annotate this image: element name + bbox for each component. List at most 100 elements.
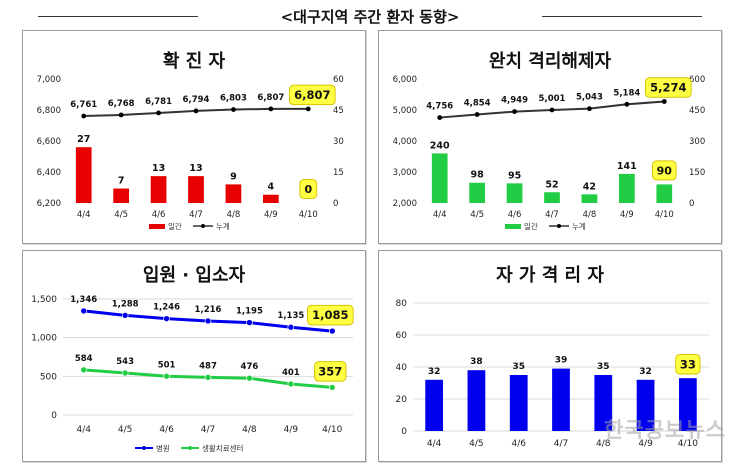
recovered-line-label: 5,043: [576, 93, 603, 103]
recovered-right-tick: 150: [689, 168, 705, 178]
hospitalized-series-label: 476: [241, 362, 259, 372]
confirmed-right-tick: 60: [333, 75, 344, 85]
panel-confirmed: 확 진 자 6,200 6,400 6,600 6,800 7,000 0 15 30 45 60 2…: [22, 30, 366, 244]
confirmed-right-tick: 15: [333, 168, 344, 178]
recovered-x-tick: 4/9: [620, 210, 634, 220]
confirmed-right-tick: 45: [333, 106, 344, 116]
recovered-line-label: 4,949: [501, 96, 528, 106]
confirmed-legend-bar: 일간: [168, 221, 182, 231]
selfquarantine-bar-label-box: [675, 353, 701, 375]
selfquarantine-bar-label: 35: [597, 362, 610, 372]
recovered-line-label: 5,184: [613, 88, 640, 98]
confirmed-bar: [262, 194, 279, 203]
selfquarantine-y-tick: 60: [396, 331, 408, 341]
recovered-title: 완치 격리해제자: [489, 51, 612, 72]
chart-selfquarantine: 자 가 격 리 자 0 20 40 60 80 32 4/4 38 4/5 35 4/6 39 4/7 35…: [396, 265, 709, 449]
hospitalized-series-point: [287, 323, 295, 331]
watermark-text: 한국공보뉴스: [604, 418, 726, 442]
confirmed-bar-label: 0: [304, 183, 312, 196]
hospitalized-series-point: [80, 366, 88, 374]
recovered-line-point: [587, 106, 592, 112]
recovered-line-label: 5,274: [650, 81, 686, 95]
confirmed-line-point: [81, 113, 87, 119]
recovered-line-label: 4,854: [464, 99, 491, 109]
hospitalized-y-tick: 500: [40, 372, 57, 382]
confirmed-line-label: 6,803: [220, 94, 247, 104]
hospitalized-series-point: [80, 307, 88, 315]
confirmed-line-label: 6,794: [183, 95, 210, 105]
recovered-bar: [469, 182, 486, 203]
selfquarantine-bar-label: 32: [639, 367, 652, 377]
hospitalized-legend-dot: [188, 446, 192, 450]
confirmed-legend-bar-swatch: [149, 224, 165, 229]
selfquarantine-bar: [425, 379, 444, 431]
recovered-x-tick: 4/6: [508, 210, 522, 220]
hospitalized-series-label: 1,135: [277, 311, 304, 321]
confirmed-x-tick: 4/7: [189, 210, 203, 220]
selfquarantine-bar: [678, 378, 697, 431]
title-rule-left: [38, 16, 198, 17]
confirmed-left-tick: 6,200: [37, 199, 61, 209]
confirmed-right-tick: 30: [333, 137, 344, 147]
confirmed-bar-label: 9: [230, 171, 237, 182]
recovered-line-point: [624, 101, 630, 107]
confirmed-x-tick: 4/9: [264, 210, 278, 220]
selfquarantine-bar-label: 33: [680, 357, 696, 371]
recovered-line-label-box: [644, 77, 692, 98]
selfquarantine-x-tick: 4/4: [427, 439, 442, 449]
hospitalized-series-point: [121, 312, 129, 319]
hospitalized-series-label-box: [306, 304, 354, 326]
selfquarantine-y-tick: 20: [396, 395, 408, 405]
confirmed-line-point: [193, 108, 199, 114]
confirmed-left-tick: 6,400: [37, 168, 61, 178]
selfquarantine-bar: [594, 375, 613, 431]
selfquarantine-title: 자 가 격 리 자: [496, 265, 604, 286]
hospitalized-y-tick: 1,000: [31, 334, 57, 344]
selfquarantine-bar: [467, 370, 486, 431]
confirmed-x-tick: 4/5: [114, 210, 128, 220]
hospitalized-series-point: [204, 374, 212, 381]
recovered-bar: [431, 153, 448, 203]
recovered-bar: [506, 183, 523, 203]
selfquarantine-bar: [509, 375, 528, 431]
title-rule-right: [542, 16, 702, 17]
confirmed-bar-label: 4: [268, 182, 275, 193]
panel-recovered: 완치 격리해제자 2,000 3,000 4,000 5,000 6,000 0 150 300…: [378, 30, 722, 244]
recovered-x-tick: 4/5: [470, 210, 484, 220]
selfquarantine-x-tick: 4/7: [554, 439, 568, 449]
hospitalized-series-point: [246, 319, 253, 326]
recovered-bar: [544, 192, 560, 203]
selfquarantine-x-tick: 4/6: [511, 439, 526, 449]
recovered-right-tick: 300: [689, 137, 705, 147]
confirmed-bar-label-box: [299, 179, 318, 199]
recovered-legend-line-dot: [557, 224, 561, 228]
recovered-bar: [581, 194, 598, 203]
recovered-x-tick: 4/4: [433, 210, 447, 220]
recovered-left-tick: 4,000: [393, 137, 417, 147]
recovered-left-tick: 3,000: [393, 168, 417, 178]
chart-hospitalized: 입원 · 입소자 0 500 1,000 1,500 4/4 4/5 4/6 4/7 4/8 4/9…: [31, 264, 354, 453]
recovered-x-tick: 4/8: [583, 210, 597, 220]
page-title: <대구지역 주간 환자 동향>: [280, 8, 460, 26]
hospitalized-x-tick: 4/10: [322, 425, 342, 435]
confirmed-legend-line: 누계: [216, 221, 230, 231]
recovered-left-tick: 5,000: [393, 106, 417, 116]
confirmed-bar-label: 13: [152, 163, 165, 174]
hospitalized-series-label: 1,288: [112, 299, 139, 309]
selfquarantine-x-tick: 4/10: [678, 439, 698, 449]
hospitalized-series-label: 357: [318, 365, 342, 379]
confirmed-x-tick: 4/8: [227, 210, 241, 220]
recovered-bar: [656, 184, 673, 203]
hospitalized-series-point: [163, 372, 170, 380]
recovered-left-tick: 6,000: [393, 75, 417, 85]
recovered-bar-label: 52: [545, 179, 558, 190]
hospitalized-series-label: 1,085: [312, 308, 348, 322]
recovered-x-tick: 4/7: [545, 210, 559, 220]
confirmed-bar-label: 13: [189, 163, 202, 174]
hospitalized-legend-label: 병원: [156, 444, 170, 453]
selfquarantine-bar-label: 38: [470, 357, 483, 367]
confirmed-bar: [113, 188, 130, 203]
selfquarantine-bar-label: 32: [428, 367, 441, 377]
hospitalized-title: 입원 · 입소자: [143, 264, 246, 286]
selfquarantine-y-tick: 40: [396, 363, 408, 373]
